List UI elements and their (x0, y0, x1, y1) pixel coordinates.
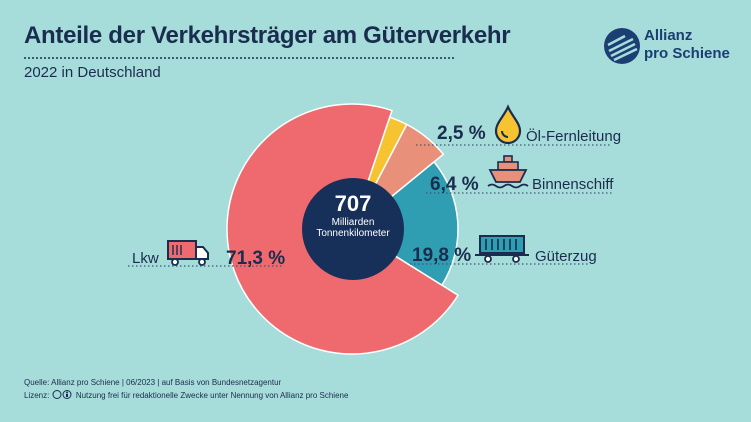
logo-line1: Allianz (644, 27, 693, 44)
slice-label-oel: 2,5 % (437, 123, 486, 144)
truck-icon (167, 240, 209, 266)
source-note: Quelle: Allianz pro Schiene | 06/2023 | … (24, 378, 282, 387)
center-value: 707 (334, 191, 372, 216)
slice-label-gueterzug: 19,8 % (412, 245, 472, 266)
allianz-pro-schiene-logo: Allianz pro Schiene (603, 27, 733, 67)
license-text: Nutzung frei für redaktionelle Zwecke un… (75, 391, 349, 400)
center-unit-line1: Milliarden (331, 217, 375, 228)
slice-name-gueterzug: Güterzug (535, 248, 597, 265)
ship-icon (487, 155, 529, 189)
center-unit-line2: Tonnenkilometer (316, 228, 390, 239)
slice-name-lkw: Lkw (132, 250, 159, 267)
slice-label-lkw: 71,3 % (226, 248, 286, 269)
pie-center-total: 707 Milliarden Tonnenkilometer (302, 178, 404, 280)
slice-name-oel: Öl-Fernleitung (526, 128, 622, 145)
creative-commons-icon (52, 390, 72, 399)
freight-train-icon (475, 235, 529, 263)
slice-label-binnenschiff: 6,4 % (430, 174, 479, 195)
logo-line2: pro Schiene (644, 45, 730, 62)
license-note: Lizenz: Nutzung frei für redaktionelle Z… (24, 390, 348, 400)
logo-mark-icon (604, 28, 640, 64)
license-prefix: Lizenz: (24, 391, 50, 400)
slice-name-binnenschiff: Binnenschiff (532, 176, 614, 193)
title-divider (24, 57, 454, 59)
oil-drop-icon (494, 104, 522, 144)
chart-subtitle: 2022 in Deutschland (24, 64, 161, 81)
chart-title: Anteile der Verkehrsträger am Güterverke… (24, 22, 511, 49)
